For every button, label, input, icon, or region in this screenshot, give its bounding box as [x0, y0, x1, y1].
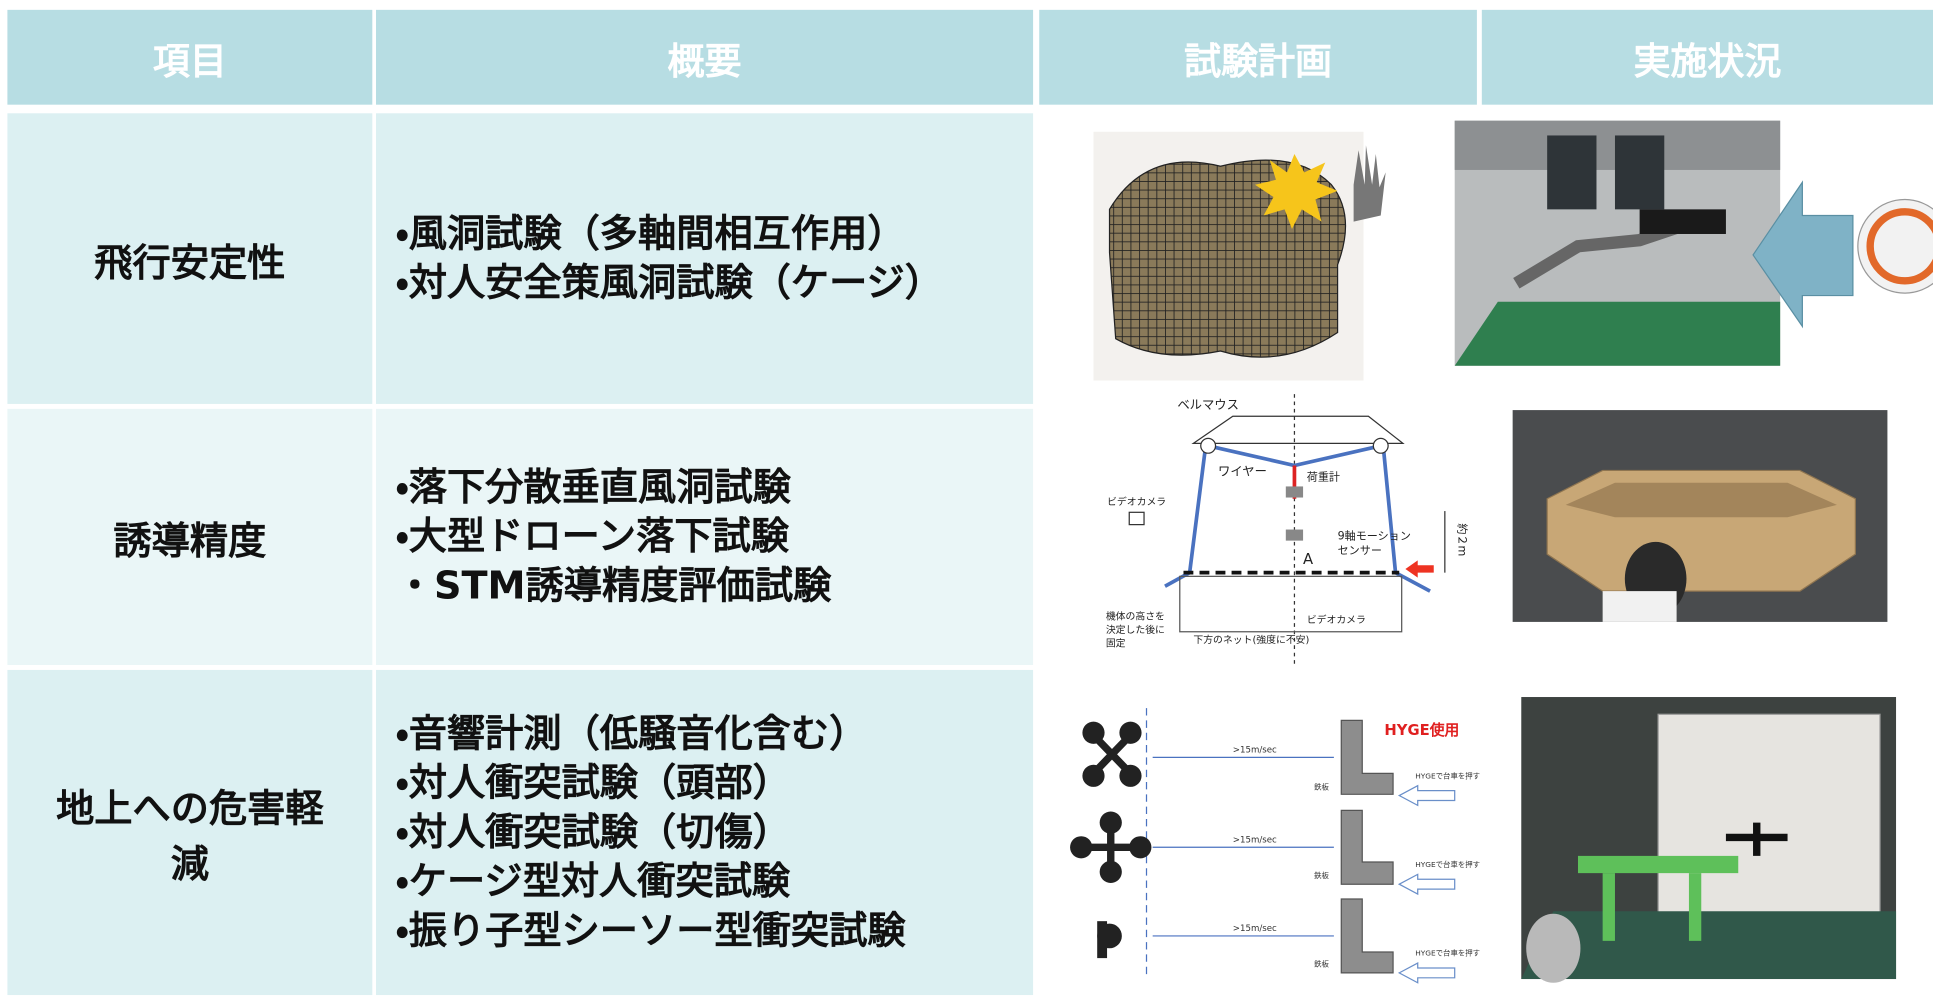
overview-line: ・落下分散垂直風洞試験 [395, 465, 791, 510]
diagram-label: 鉄板 [1314, 871, 1329, 880]
diagram-label: >15m/sec [1233, 924, 1277, 934]
item-cell: 誘導精度 [7, 408, 373, 666]
diagram-label: ワイヤー [1218, 464, 1267, 478]
diagram-label: 約２m [1455, 523, 1469, 556]
diagram-label: HYGEで台車を押す [1415, 771, 1480, 780]
overview-line: ・振り子型シーソー型衝突試験 [395, 908, 906, 954]
item-cell: 飛行安定性 [7, 113, 373, 404]
overview-line: ・対人衝突試験（切傷） [395, 810, 791, 855]
header-cell: 項目 [7, 9, 373, 105]
diagram-label: 決定した後に [1106, 623, 1165, 636]
diagram-label: 鉄板 [1314, 960, 1329, 969]
drop-test-photo [1512, 410, 1888, 622]
overview-line: ・対人安全策風洞試験（ケージ） [395, 261, 943, 306]
overview-list: ・落下分散垂直風洞試験 ・大型ドローン落下試験 ・STM誘導精度評価試験 [396, 463, 832, 611]
diagram-label: 9軸モーション [1338, 528, 1411, 542]
overview-line: ・STM誘導精度評価試験 [395, 564, 832, 609]
diagram-label: センサー [1338, 544, 1382, 557]
overview-line: ・風洞試験（多軸間相互作用） [395, 211, 906, 257]
overview-line: ・対人衝突試験（頭部） [395, 761, 791, 806]
diagram-label: HYGE使用 [1384, 721, 1459, 739]
wind-test-photo [1454, 120, 1933, 366]
drop-diagram [1128, 394, 1446, 666]
header-cell: 試験計画 [1039, 9, 1477, 105]
overview-line: ・大型ドローン落下試験 [395, 514, 789, 560]
overview-list: ・音響計測（低騒音化含む） ・対人衝突試験（頭部） ・対人衝突試験（切傷） ・ケージ型… [396, 709, 906, 955]
overview-list: ・風洞試験（多軸間相互作用） ・対人安全策風洞試験（ケージ） [396, 209, 943, 308]
item-cell: 地上への危害軽減 [7, 669, 373, 996]
overview-cell: ・落下分散垂直風洞試験 ・大型ドローン落下試験 ・STM誘導精度評価試験 [376, 408, 1034, 666]
overview-cell: ・音響計測（低騒音化含む） ・対人衝突試験（頭部） ・対人衝突試験（切傷） ・ケージ型… [376, 669, 1034, 996]
diagram-label: HYGEで台車を押す [1415, 949, 1480, 958]
overview-line: ・音響計測（低騒音化含む） [395, 711, 868, 757]
diagram-label: >15m/sec [1233, 835, 1277, 845]
diagram-label: ビデオカメラ [1307, 613, 1366, 626]
impact-test-photo [1521, 697, 1897, 983]
diagram-label: >15m/sec [1233, 745, 1277, 755]
impact-diagram [1047, 701, 1464, 984]
diagram-label: A [1303, 551, 1313, 568]
diagram-label: 固定 [1106, 638, 1126, 650]
header-cell: 概要 [376, 9, 1034, 105]
overview-line: ・ケージ型対人衝突試験 [395, 859, 791, 904]
diagram-label: 鉄板 [1314, 782, 1329, 791]
diagram-label: 下方のネット(強度に不安) [1193, 633, 1309, 646]
diagram-label: HYGEで台車を押す [1415, 860, 1480, 869]
overview-cell: ・風洞試験（多軸間相互作用） ・対人安全策風洞試験（ケージ） [376, 113, 1034, 404]
diagram-label: 荷重計 [1307, 469, 1340, 483]
diagram-label: ベルマウス [1177, 398, 1239, 412]
diagram-label: 機体の高さを [1106, 609, 1165, 622]
header-cell: 実施状況 [1481, 9, 1933, 105]
cage-illustration [1093, 131, 1386, 381]
diagram-label: ビデオカメラ [1107, 495, 1166, 508]
